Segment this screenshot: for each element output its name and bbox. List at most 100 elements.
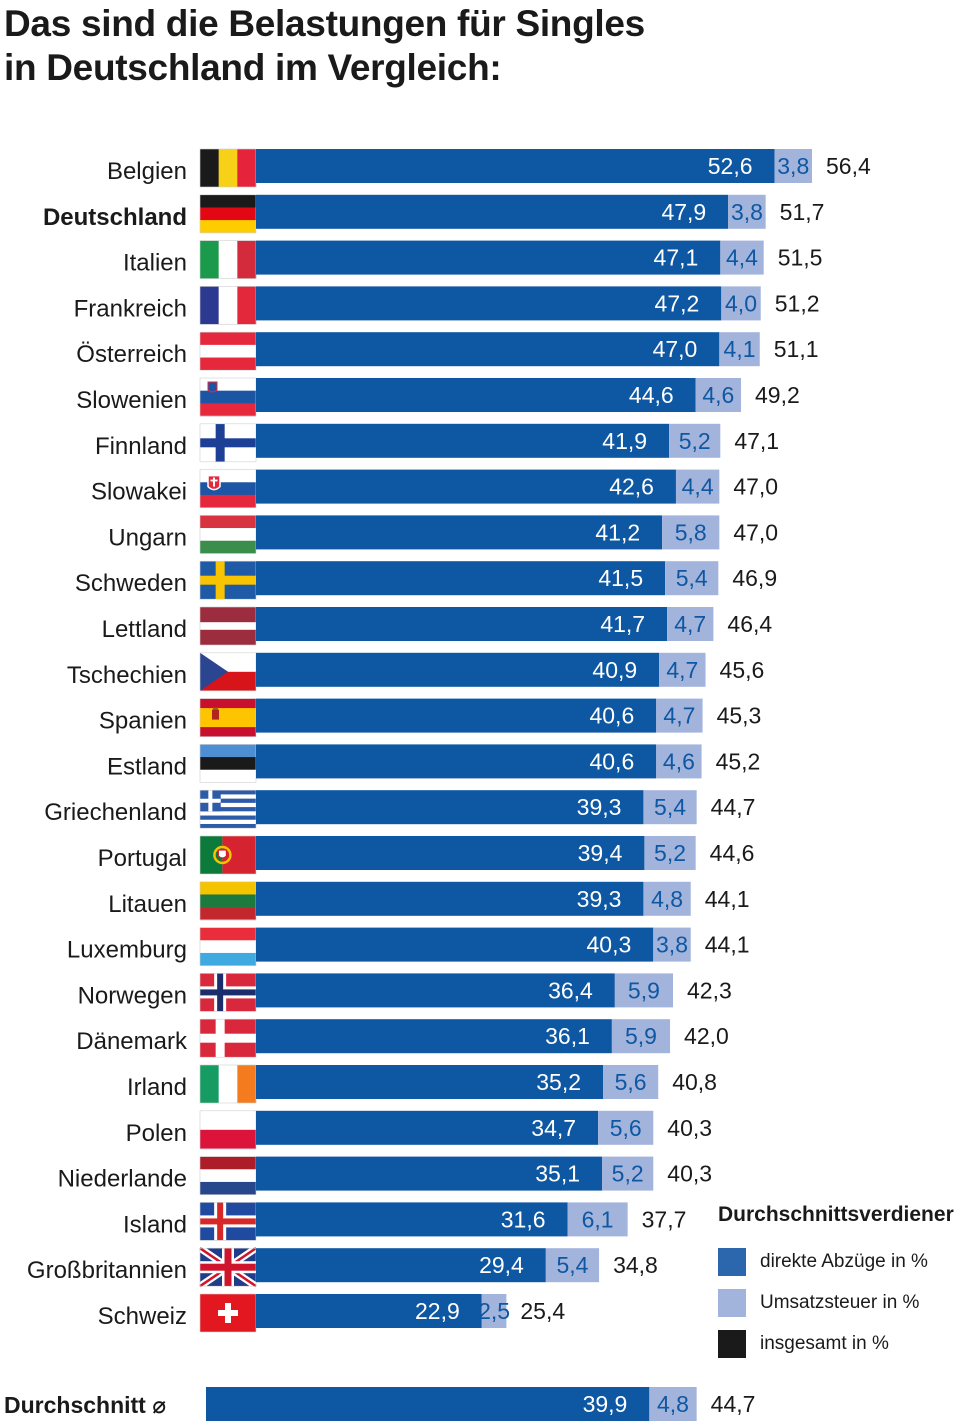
bar-vat-23 [567,1202,628,1237]
bar-direct-5 [256,378,696,412]
bar-direct-3 [256,286,722,321]
country-label: Irland [127,1074,187,1101]
label-direct-17: 40,3 [587,932,632,958]
country-label: Tschechien [67,662,187,689]
country-label: Finnland [95,433,187,460]
france-flag-icon [199,286,257,325]
label-total-15: 44,6 [710,840,755,866]
label-total-2: 51,5 [778,245,823,271]
bar-vat-22 [602,1156,654,1191]
portugal-flag-icon [199,835,257,875]
country-label: Deutschland [43,204,187,231]
bar-vat-5 [695,378,742,412]
label-vat-17: 3,8 [656,932,688,958]
chart-row: Island 31,6 6,1 37,7 [123,1202,686,1241]
uk-flag-icon [198,1245,258,1290]
country-label: Ungarn [108,524,187,551]
slovakia-flag-icon [199,469,257,508]
label-direct-6: 41,9 [602,428,647,454]
label-direct-8: 41,2 [595,519,640,545]
label-vat-13: 4,6 [663,748,695,774]
bar-vat-1 [728,194,766,229]
label-vat-3: 4,0 [725,290,757,316]
label-direct-2: 47,1 [654,245,699,271]
label-direct-15: 39,4 [578,840,623,866]
label-vat-22: 5,2 [612,1161,644,1187]
bar-vat-6 [669,423,721,458]
label-total-5: 49,2 [755,382,800,408]
country-label: Estland [107,753,187,780]
bar-direct-7 [256,469,676,504]
bar-direct-13 [256,744,657,779]
chart-row: Schweiz 22,9 2,5 25,4 [98,1293,565,1333]
label-direct-11: 40,9 [592,657,637,683]
label-vat-6: 5,2 [679,428,711,454]
greece-flag-icon [199,789,257,829]
label-vat-20: 5,6 [615,1069,647,1095]
estonia-flag-icon [199,744,257,783]
bar-direct-0 [256,149,775,183]
chart-row: Irland 35,2 5,6 40,8 [127,1064,717,1104]
chart-row: Großbritannien 29,4 5,4 34,8 [27,1245,658,1290]
bar-vat-10 [667,607,714,641]
bar-vat-0 [774,149,812,183]
luxembourg-flag-icon [199,927,257,966]
label-vat-25: 2,5 [478,1298,510,1324]
label-total-average: 44,7 [711,1391,756,1417]
chart-row: Slowenien 44,6 4,6 49,2 [76,377,800,417]
label-vat-5: 4,6 [702,382,734,408]
label-direct-average: 39,9 [583,1391,628,1417]
chart-row: Frankreich 47,2 4,0 51,2 [74,286,820,325]
label-direct-10: 41,7 [600,611,645,637]
label-total-25: 25,4 [520,1298,565,1324]
bar-vat-9 [665,561,719,596]
chart-row: Portugal 39,4 5,2 44,6 [98,835,755,875]
label-direct-14: 39,3 [577,794,622,820]
label-vat-21: 5,6 [610,1115,642,1141]
label-direct-4: 47,0 [653,336,698,362]
label-vat-0: 3,8 [777,153,809,179]
chart-row: Norwegen 36,4 5,9 42,3 [78,973,732,1012]
belgium-flag-icon [199,148,257,188]
label-total-24: 34,8 [613,1252,658,1278]
label-vat-16: 4,8 [651,886,683,912]
bar-vat-11 [659,652,706,687]
bar-vat-2 [720,240,764,275]
label-total-14: 44,7 [711,794,756,820]
country-label: Spanien [99,708,187,735]
country-label: Schweden [75,570,187,597]
label-total-4: 51,1 [774,336,819,362]
bar-direct-18 [256,973,615,1008]
label-vat-10: 4,7 [674,611,706,637]
legend-label-direct: direkte Abzüge in % [760,1250,928,1272]
legend-swatch-total [718,1329,746,1358]
austria-flag-icon [199,331,257,371]
label-direct-20: 35,2 [536,1069,581,1095]
label-direct-16: 39,3 [577,886,622,912]
average-label: Durchschnitt ⌀ [4,1392,166,1418]
bar-vat-24 [545,1248,600,1283]
bar-direct-average [206,1387,650,1421]
chart-row: Ungarn 41,2 5,8 47,0 [108,515,778,554]
country-label: Italien [123,250,187,277]
chart-title: Das sind die Belastungen für Singles in … [4,2,645,90]
bar-direct-6 [256,423,670,458]
label-direct-25: 22,9 [415,1298,460,1324]
bar-direct-20 [256,1065,604,1099]
label-total-1: 51,7 [780,199,825,225]
country-label: Island [123,1211,187,1238]
legend-swatch-vat [718,1288,746,1317]
label-vat-11: 4,7 [666,657,698,683]
bar-vat-17 [653,927,691,962]
bar-direct-23 [256,1202,568,1237]
label-total-17: 44,1 [705,932,750,958]
bar-vat-21 [598,1110,654,1145]
country-label: Luxemburg [67,937,187,964]
label-vat-8: 5,8 [675,519,707,545]
poland-flag-icon [199,1110,257,1150]
country-label: Slowakei [91,479,187,506]
label-total-18: 42,3 [687,977,732,1003]
legend-title: Durchschnittsverdiener [718,1203,954,1226]
country-label: Schweiz [98,1303,187,1330]
bar-vat-3 [721,286,761,321]
